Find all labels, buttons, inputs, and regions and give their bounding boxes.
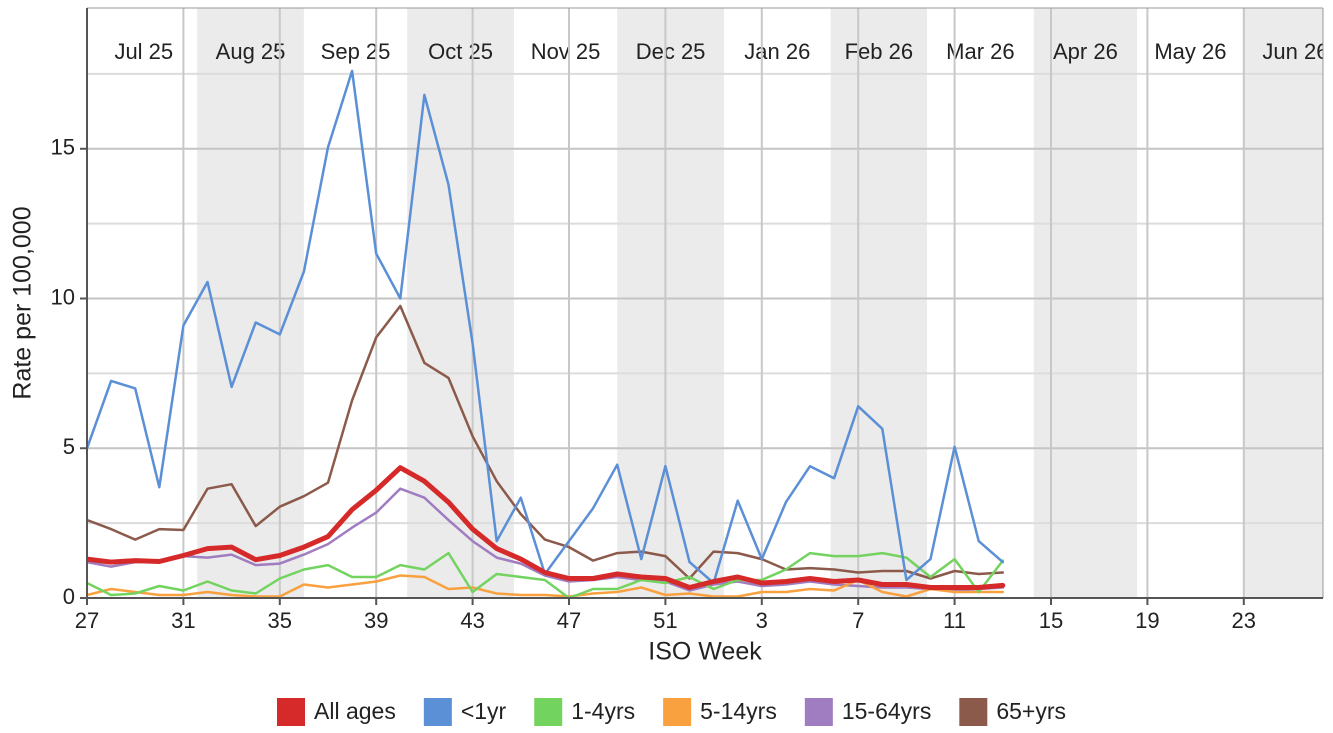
series-line [87, 574, 1005, 598]
legend-label: <1yr [461, 698, 507, 724]
x-tick-label: 27 [75, 608, 99, 633]
month-band [1033, 8, 1138, 598]
x-tick-label: 19 [1135, 608, 1159, 633]
x-axis-title: ISO Week [648, 638, 762, 666]
legend-label: 15-64yrs [842, 698, 931, 724]
axes: 0 5 10 15 27 31 35 39 43 47 51 3 7 11 15 19 23 [51, 7, 1324, 633]
month-band [1243, 8, 1323, 598]
y-tick-label: 5 [63, 434, 75, 459]
legend-swatch [663, 698, 692, 726]
month-label: Nov 25 [531, 39, 601, 64]
series-line [87, 304, 1005, 580]
lines [87, 69, 1006, 598]
month-label: Sep 25 [321, 39, 391, 64]
month-band [197, 8, 304, 598]
x-tick-label: 51 [653, 608, 677, 633]
legend-label: 65+yrs [996, 698, 1066, 724]
legend: All ages <1yr 1-4yrs 5-14yrs 15-64yrs 65+yrs [277, 698, 1066, 726]
x-tick-label: 7 [852, 608, 864, 633]
x-tick-label: 35 [268, 608, 292, 633]
series-line [87, 465, 1006, 590]
month-label: Jan 26 [744, 39, 810, 64]
x-tick-label: 31 [171, 608, 195, 633]
x-tick-label: 39 [364, 608, 388, 633]
month-label: Dec 25 [636, 39, 706, 64]
month-label: Aug 25 [216, 39, 286, 64]
y-tick-label: 0 [63, 584, 75, 609]
legend-swatch [534, 698, 563, 726]
month-band [830, 8, 928, 598]
x-tick-label: 43 [460, 608, 484, 633]
y-axis-title: Rate per 100,000 [9, 206, 37, 399]
legend-swatch [804, 698, 833, 726]
x-tick-label: 23 [1232, 608, 1256, 633]
month-label: Jul 25 [114, 39, 173, 64]
legend-label: All ages [314, 698, 396, 724]
month-label: Mar 26 [946, 39, 1014, 64]
y-tick-label: 10 [51, 284, 75, 309]
month-band [617, 8, 724, 598]
legend-swatch [277, 698, 305, 726]
month-label: May 26 [1154, 39, 1226, 64]
plot-background: Jul 25 Aug 25 Sep 25 Oct 25 Nov 25 Dec 25 Jan … [114, 8, 1328, 598]
legend-swatch [423, 698, 452, 726]
series-line [87, 487, 1005, 592]
month-label: Oct 25 [428, 39, 493, 64]
month-label: Feb 26 [845, 39, 914, 64]
legend-label: 1-4yrs [571, 698, 635, 724]
legend-label: 5-14yrs [700, 698, 777, 724]
series-line [87, 551, 1005, 598]
y-tick-label: 15 [51, 135, 75, 160]
legend-swatch [959, 698, 988, 726]
x-tick-label: 47 [557, 608, 581, 633]
month-label: Apr 26 [1053, 39, 1118, 64]
x-tick-label: 3 [756, 608, 768, 633]
x-tick-label: 15 [1039, 608, 1063, 633]
month-label: Jun 26 [1262, 39, 1328, 64]
x-tick-label: 11 [943, 608, 966, 633]
